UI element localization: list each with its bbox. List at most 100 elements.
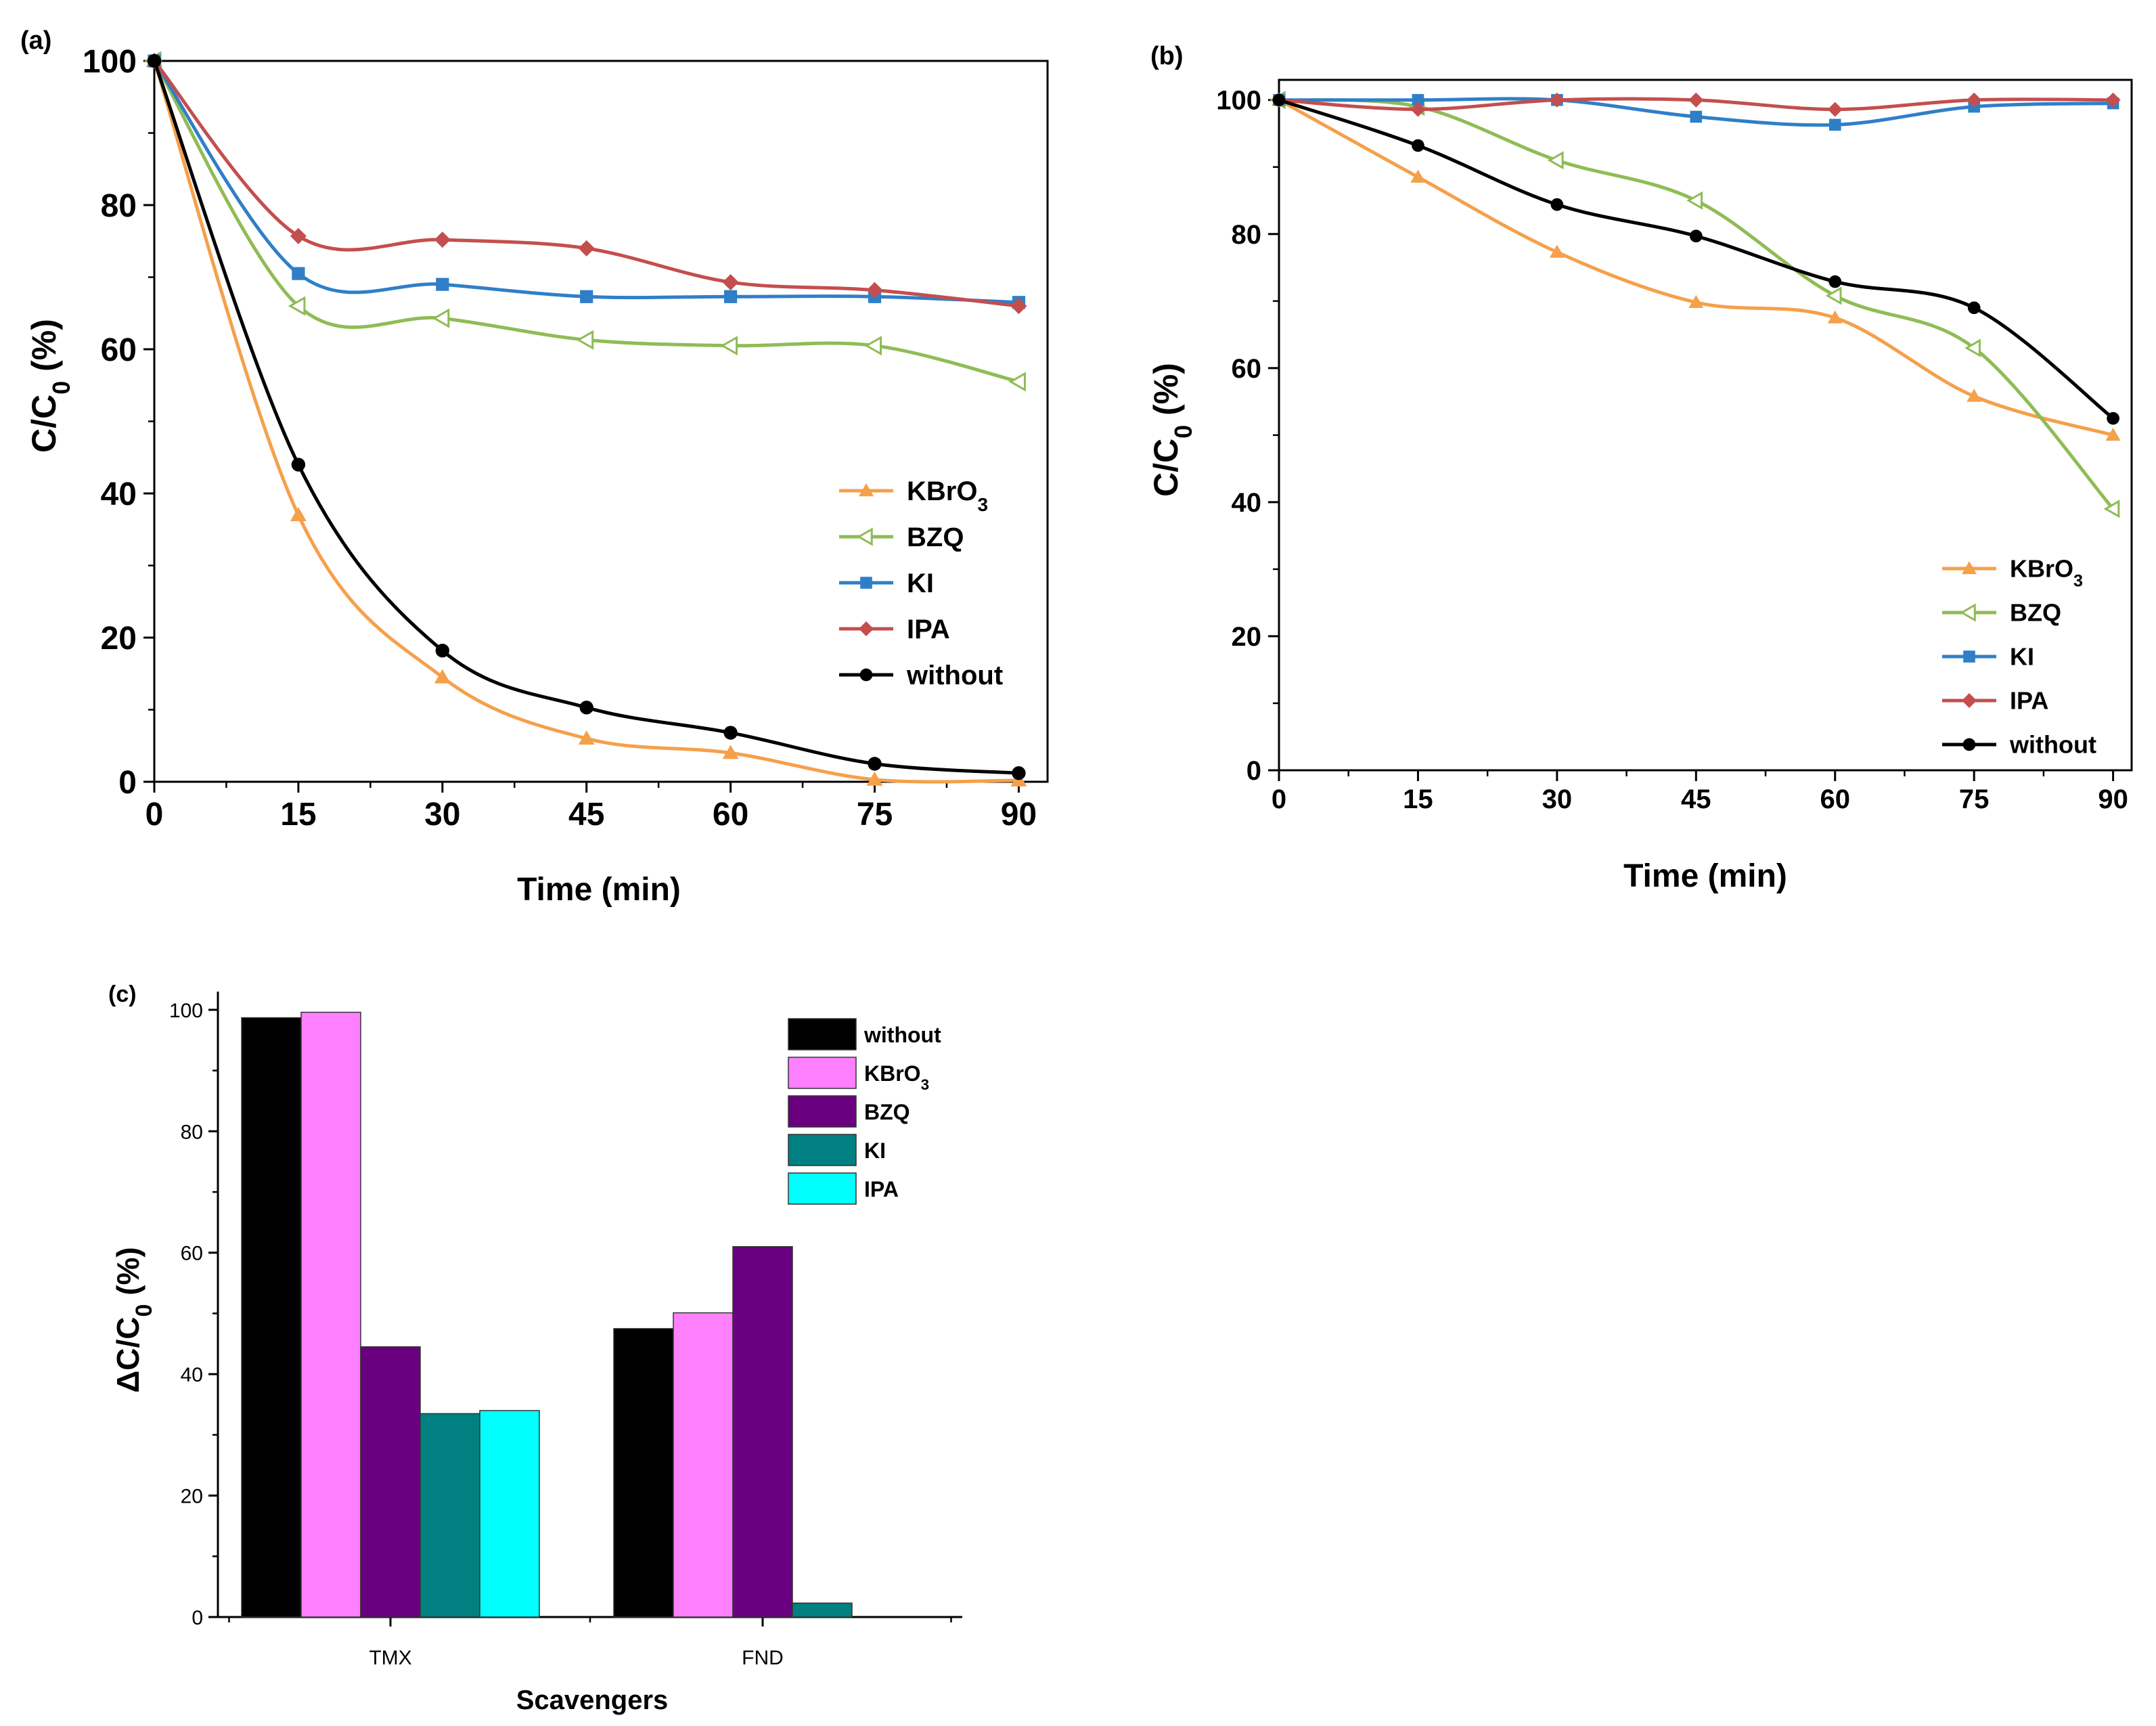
panel-b-data-point [1827,102,1843,117]
panel-b-data-point [1967,389,1982,402]
panel-a-y-tick-label: 60 [101,332,137,368]
panel-c-legend-swatch [788,1172,857,1205]
panel-a-legend-label: KBrO3 [907,477,988,515]
panel-a-legend: KBrO3 BZQ KI IPA without [839,477,1003,690]
panel-c-legend-item-ki: KI [788,1134,886,1166]
panel-b-data-point [1686,191,1703,210]
panel-b-legend-marker [1963,650,1975,663]
panel-a-data-point [724,290,738,303]
panel-b-data-point [1550,198,1564,211]
panel-b-y-tick-label: 0 [1247,756,1261,786]
panel-label-a: (a) [20,26,51,55]
panel-b-legend-label: BZQ [2010,599,2061,627]
panel-a-data-point [579,701,593,715]
panel-b-x-tick-label: 60 [1820,784,1850,814]
panel-c-legend-item-without: without [788,1018,941,1050]
panel-c-x-tick-label: TMX [369,1647,411,1669]
panel-b-data-point [1547,151,1564,170]
panel-a-x-tick-label: 75 [857,797,893,833]
panel-a-data-point [1010,298,1027,315]
panel-c-x-axis-label: Scavengers [516,1685,669,1715]
panel-b-axes-box [1278,79,2133,772]
panel-a-data-point [723,726,738,740]
panel-a-series-line-without [152,60,1019,775]
panel-b-legend-label: KBrO3 [2010,555,2083,591]
panel-a-data-point [720,336,738,356]
panel-a-data-point [292,267,305,280]
panel-c-y-tick-label: 0 [192,1607,203,1629]
panel-a-data-point [866,282,883,298]
panel-b-data-point [1827,310,1843,324]
panel-b-data-point [1549,92,1565,108]
panel-b-data-point [1688,92,1704,108]
panel-a-data-point [290,227,307,244]
panel-b-y-tick-label: 40 [1232,488,1262,518]
panel-c-legend-swatch [788,1134,857,1166]
panel-b-data-point [1549,244,1565,258]
panel-a-y-tick-label: 0 [118,765,137,801]
panel-a-data-point [866,771,883,786]
panel-b-data-point [1967,92,1982,108]
panel-a-legend-label: without [906,661,1003,690]
panel-a-line-chart: 0 15 30 45 60 75 90 0 20 40 60 80 100 Time (min) C/… [25,44,1049,908]
panel-a-x-tick-label: 15 [280,797,316,833]
panel-a-x-tick-label: 30 [424,797,460,833]
panel-b-data-point [1964,338,1981,357]
panel-c-bar-chart: TMX FND 0 20 40 60 80 100 Scavengers ΔC/C0 (%)… [110,992,962,1715]
panel-b-data-point [1410,169,1426,183]
panel-a-data-point [434,669,451,684]
panel-b-data-point [1412,139,1424,152]
panel-a-data-point [436,278,449,291]
panel-c-y-tick-label: 20 [181,1486,203,1508]
panel-b-series-ipa [1272,92,2121,117]
panel-a-y-tick-label: 40 [101,477,137,512]
panel-a-y-tick-label: 80 [101,188,137,224]
panel-a-series-without [147,53,1026,780]
panel-b-x-tick-label: 0 [1272,784,1286,814]
panel-b-legend: KBrO3 BZQ KI IPA without [1942,555,2096,759]
panel-c-bar-tmx-ipa [479,1410,540,1618]
panel-c-bar-fnd-kbro3 [673,1312,734,1618]
panel-a-legend-item-without: without [839,661,1003,690]
panel-b-legend-item-without: without [1942,731,2096,759]
panel-b-y-ticks: 0 20 40 60 80 100 [1216,86,1279,786]
panel-b-x-tick-label: 30 [1542,784,1573,814]
panel-a-data-point [578,730,595,745]
panel-b-data-point [1688,294,1704,309]
panel-b-line-chart: 0 15 30 45 60 75 90 0 20 40 60 80 100 Time (min) C/… [1147,79,2133,894]
panel-a-y-tick-label: 100 [83,44,137,80]
panel-c-legend: without KBrO3 BZQ KI IPA [788,1018,941,1205]
panel-b-x-ticks: 0 15 30 45 60 75 90 [1272,770,2128,814]
panel-c-y-tick-label: 40 [181,1364,203,1386]
panel-a-legend-item-ipa: IPA [839,615,950,644]
panel-a-data-point [291,458,306,472]
panel-a-legend-label: KI [907,569,934,598]
panel-a-legend-item-bzq: BZQ [839,523,964,552]
panel-c-y-tick-label: 100 [169,1000,203,1022]
panel-label-b: (b) [1150,42,1184,70]
panel-a-y-axis-label: C/C0 (%) [25,319,75,453]
panel-a-y-ticks: 0 20 40 60 80 100 [83,44,154,801]
panel-a-x-ticks: 0 15 30 45 60 75 90 [145,782,1037,833]
panel-a-data-point [864,336,882,356]
panel-a-x-tick-label: 0 [145,797,164,833]
panel-a-legend-label: IPA [907,615,950,644]
panel-b-legend-label: without [2009,731,2096,759]
panel-a-legend-item-ki: KI [839,569,934,598]
panel-a-legend-marker [860,577,872,589]
panel-c-legend-item-bzq: BZQ [788,1095,910,1128]
panel-a-series-group [143,51,1027,787]
panel-c-legend-label: IPA [864,1177,899,1201]
panel-b-x-tick-label: 45 [1681,784,1711,814]
panel-b-x-tick-label: 90 [2098,784,2128,814]
panel-b-y-tick-label: 60 [1232,354,1262,384]
panel-c-legend-swatch [788,1057,857,1089]
panel-b-legend-item-ipa: IPA [1942,687,2048,715]
panel-b-legend-label: KI [2010,643,2034,671]
panel-a-y-tick-label: 20 [101,621,137,657]
panel-label-c: (c) [108,981,137,1007]
panel-b-x-tick-label: 75 [1959,784,1990,814]
panel-a-legend-item-kbro3: KBrO3 [839,477,988,515]
panel-a-legend-label: BZQ [907,523,964,552]
panel-b-data-point [2105,92,2121,108]
